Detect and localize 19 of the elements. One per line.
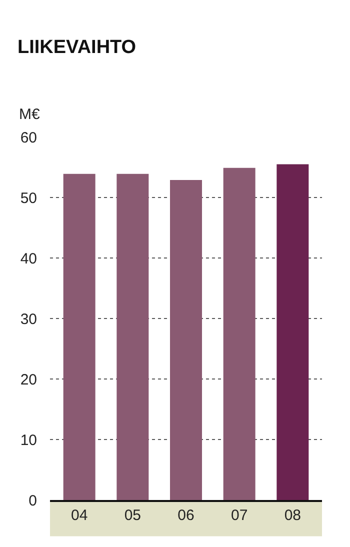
x-tick-label: 08 <box>284 507 302 524</box>
x-tick-label: 05 <box>124 507 142 524</box>
bar <box>276 164 309 500</box>
y-axis-title: M€ <box>19 106 40 123</box>
y-tick-label: 50 <box>20 190 37 207</box>
chart-title: LIIKEVAIHTO <box>18 37 136 58</box>
y-tick-label: 60 <box>20 129 37 146</box>
x-tick-label: 06 <box>178 507 194 524</box>
bar <box>63 174 96 500</box>
y-tick-label: 40 <box>20 250 37 268</box>
y-tick-label: 0 <box>28 492 37 510</box>
bar <box>116 174 149 500</box>
bar <box>223 168 256 500</box>
x-tick-label: 07 <box>230 507 248 524</box>
bar <box>170 180 202 500</box>
y-tick-label: 10 <box>20 432 37 449</box>
x-tick-label: 04 <box>70 507 88 524</box>
y-tick-label: 30 <box>20 310 37 328</box>
y-tick-label: 20 <box>20 371 37 388</box>
